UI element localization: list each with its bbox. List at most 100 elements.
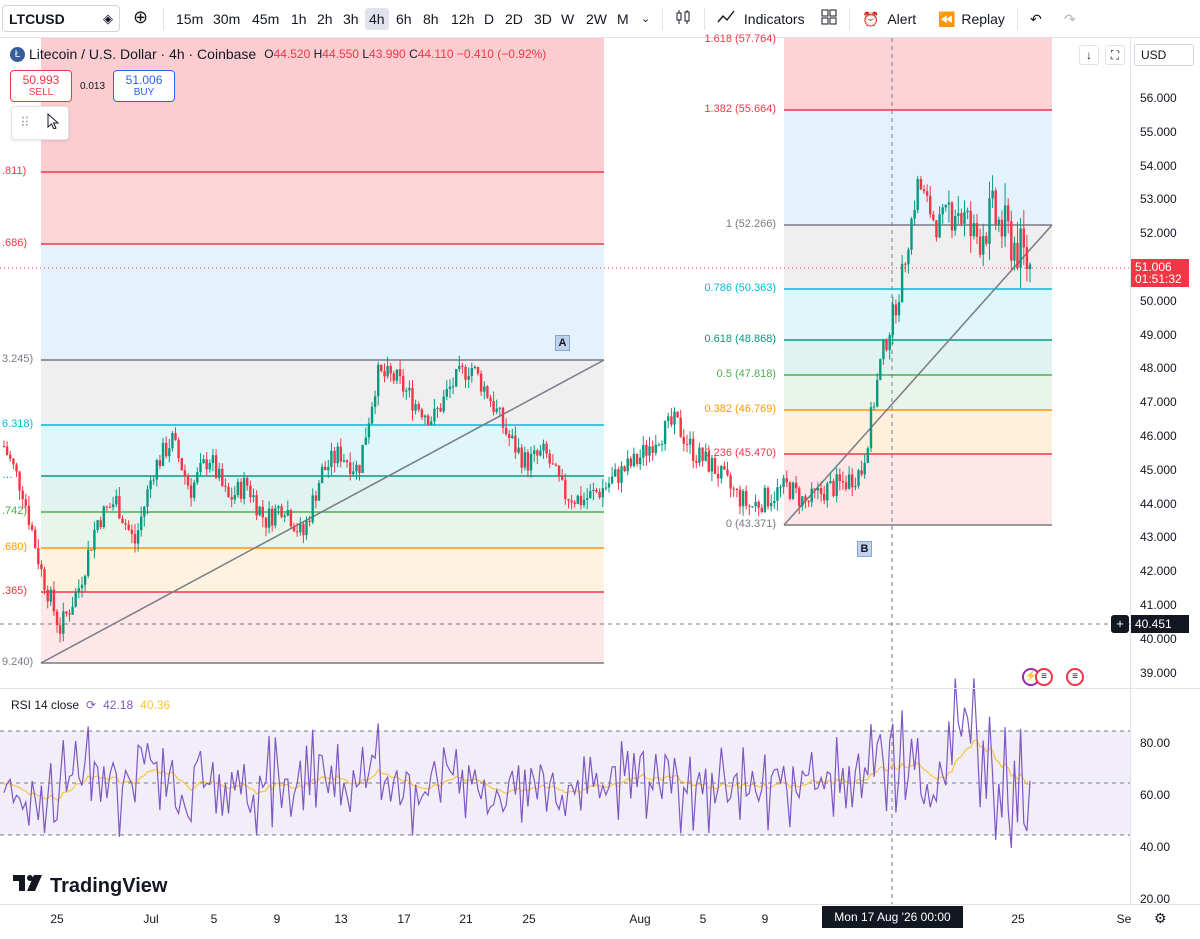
candle-body bbox=[598, 492, 601, 498]
interval-d[interactable]: D bbox=[484, 11, 495, 27]
interval-2d[interactable]: 2D bbox=[505, 11, 523, 27]
refresh-icon[interactable]: ⟳ bbox=[86, 698, 97, 712]
candle-body bbox=[829, 481, 832, 484]
candle-body bbox=[885, 340, 888, 351]
redo-icon[interactable]: ↷ bbox=[1064, 11, 1076, 27]
compare-diamond-icon[interactable]: ◈ bbox=[103, 11, 113, 26]
symbol-search[interactable]: LTCUSD ◈ bbox=[2, 5, 120, 32]
candle-body bbox=[252, 495, 255, 498]
candle-body bbox=[308, 520, 311, 523]
sell-button[interactable]: 50.993 SELL bbox=[10, 70, 72, 102]
candle-body bbox=[573, 502, 576, 504]
candle-body bbox=[295, 531, 299, 533]
candle-body bbox=[763, 487, 767, 512]
interval-15m[interactable]: 15m bbox=[176, 11, 204, 27]
separator bbox=[163, 8, 164, 30]
price-tick: 40.000 bbox=[1140, 631, 1177, 646]
price-tick: 46.000 bbox=[1140, 429, 1177, 443]
time-tick: 9 bbox=[761, 912, 769, 926]
candle-body bbox=[741, 490, 745, 507]
drag-handle-icon[interactable]: ⠿ bbox=[20, 115, 30, 130]
replay-button[interactable]: ⏪ Replay bbox=[938, 8, 1005, 30]
candle-body bbox=[854, 486, 857, 488]
fib-level-label-left: 3.245) bbox=[2, 353, 34, 365]
fullscreen-icon[interactable]: ⛶ bbox=[1105, 45, 1125, 65]
pane-divider[interactable] bbox=[0, 688, 1200, 689]
interval-2w[interactable]: 2W bbox=[586, 11, 607, 27]
interval-6h[interactable]: 6h bbox=[396, 11, 412, 27]
interval-8h[interactable]: 8h bbox=[423, 11, 439, 27]
indicators-button[interactable]: Indicators bbox=[716, 8, 805, 30]
fib-zone-left bbox=[41, 592, 604, 663]
candle-body bbox=[1003, 205, 1007, 237]
interval-1h[interactable]: 1h bbox=[291, 11, 307, 27]
legend-ohlc: O44.520 H44.550 L43.990 C44.110 −0.410 (… bbox=[264, 47, 546, 61]
buy-label: BUY bbox=[133, 87, 155, 98]
fib-level-label-right: 1.618 (57.764) bbox=[704, 33, 776, 45]
currency-selector[interactable]: USD bbox=[1134, 44, 1194, 66]
candle-body bbox=[1019, 228, 1022, 268]
interval-w[interactable]: W bbox=[561, 11, 575, 27]
tradingview-logo: TradingView bbox=[12, 874, 167, 898]
interval-dropdown-icon[interactable]: ⌄ bbox=[641, 13, 651, 25]
interval-2h[interactable]: 2h bbox=[317, 11, 333, 27]
high-value: 44.550 bbox=[322, 47, 359, 61]
candle-body bbox=[230, 497, 233, 500]
candle-body bbox=[851, 474, 854, 488]
candle-body bbox=[12, 458, 15, 465]
candle-body bbox=[869, 407, 873, 449]
price-tick: 49.000 bbox=[1140, 327, 1177, 342]
candle-body bbox=[40, 564, 43, 570]
candle-body bbox=[380, 364, 383, 372]
settings-gear-icon[interactable]: ⚙ bbox=[1154, 910, 1167, 926]
chart-canvas[interactable] bbox=[0, 38, 1130, 904]
add-alert-plus-icon[interactable]: + bbox=[1111, 615, 1129, 633]
candle-body bbox=[969, 210, 972, 237]
interval-12h[interactable]: 12h bbox=[451, 11, 475, 27]
time-tick: 21 bbox=[459, 912, 473, 926]
interval-3h[interactable]: 3h bbox=[343, 11, 359, 27]
candle-body bbox=[779, 486, 782, 488]
candle-body bbox=[947, 202, 951, 205]
candle-body bbox=[932, 214, 935, 221]
spread-value: 0.013 bbox=[80, 80, 106, 92]
candle-body bbox=[417, 404, 420, 410]
interval-4h[interactable]: 4h bbox=[365, 8, 389, 30]
event-us-flag-icon[interactable]: ≡ bbox=[1066, 668, 1084, 686]
candle-body bbox=[642, 445, 645, 458]
interval-30m[interactable]: 30m bbox=[213, 11, 241, 27]
interval-3d[interactable]: 3D bbox=[534, 11, 552, 27]
candle-body bbox=[801, 496, 804, 507]
price-tick: 47.000 bbox=[1140, 395, 1177, 410]
candle-body bbox=[972, 223, 976, 237]
time-tick: 5 bbox=[699, 912, 707, 926]
price-axis[interactable] bbox=[1130, 38, 1200, 904]
candle-body bbox=[925, 191, 929, 196]
layouts-icon[interactable] bbox=[820, 8, 838, 30]
candle-body bbox=[43, 569, 46, 590]
candle-body bbox=[327, 467, 330, 471]
time-axis[interactable] bbox=[0, 904, 1200, 939]
scroll-down-icon[interactable]: ↓ bbox=[1079, 45, 1099, 65]
candle-body bbox=[143, 506, 146, 517]
interval-m[interactable]: M bbox=[617, 11, 629, 27]
alert-button[interactable]: ⏰ Alert bbox=[862, 8, 916, 30]
fib-level-label-left: .680) bbox=[2, 541, 28, 553]
buy-price: 51.006 bbox=[125, 73, 163, 87]
candle-body bbox=[189, 485, 193, 498]
event-us-flag-icon[interactable]: ≡ bbox=[1035, 668, 1053, 686]
candle-body bbox=[866, 448, 869, 463]
cursor-arrow-icon[interactable] bbox=[46, 112, 60, 134]
interval-45m[interactable]: 45m bbox=[252, 11, 280, 27]
add-symbol-icon[interactable]: ⊕ bbox=[133, 7, 149, 27]
fib-zone-right bbox=[784, 454, 1052, 525]
candle-body bbox=[299, 524, 302, 533]
candle-body bbox=[37, 548, 40, 565]
point-a-label[interactable]: A bbox=[555, 335, 570, 351]
candle-body bbox=[704, 451, 707, 461]
buy-button[interactable]: 51.006 BUY bbox=[113, 70, 176, 102]
undo-icon[interactable]: ↶ bbox=[1030, 11, 1042, 27]
point-b-label[interactable]: B bbox=[857, 541, 872, 557]
rsi-ma-value: 40.36 bbox=[140, 698, 171, 712]
candles-icon[interactable] bbox=[674, 8, 692, 30]
